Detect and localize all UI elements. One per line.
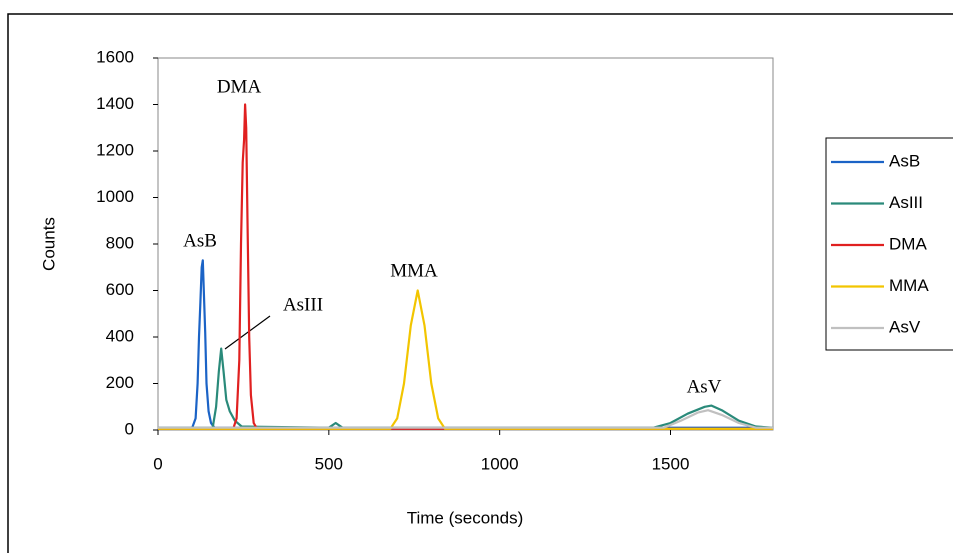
annotation: AsB [183, 230, 217, 251]
annotation: DMA [217, 76, 262, 97]
y-axis-label: Counts [39, 217, 58, 271]
legend-label: MMA [889, 276, 929, 295]
x-tick-label: 500 [315, 454, 343, 473]
y-tick-label: 1000 [96, 187, 134, 206]
y-tick-label: 1400 [96, 94, 134, 113]
series-line [158, 347, 774, 429]
y-tick-label: 1600 [96, 47, 134, 66]
annotation: MMA [390, 260, 438, 281]
y-tick-label: 200 [106, 373, 134, 392]
x-tick-label: 1000 [481, 454, 519, 473]
legend-label: DMA [889, 234, 927, 253]
annotation-leader [224, 315, 271, 350]
x-axis-label: Time (seconds) [407, 508, 524, 527]
series-line [158, 103, 773, 430]
y-tick-label: 1200 [96, 140, 134, 159]
x-tick-label: 0 [153, 454, 162, 473]
annotation: AsV [687, 376, 722, 397]
series-line [158, 409, 773, 429]
series-line [158, 259, 773, 429]
y-tick-label: 0 [125, 419, 134, 438]
legend-label: AsIII [889, 193, 923, 212]
x-tick-label: 1500 [652, 454, 690, 473]
y-tick-label: 800 [106, 233, 134, 252]
annotation: AsIII [283, 294, 323, 315]
y-tick-label: 600 [106, 280, 134, 299]
chart-frame [7, 13, 953, 553]
legend-label: AsB [889, 151, 920, 170]
y-tick-label: 400 [106, 326, 134, 345]
legend-label: AsV [889, 317, 921, 336]
series-line [158, 289, 773, 430]
